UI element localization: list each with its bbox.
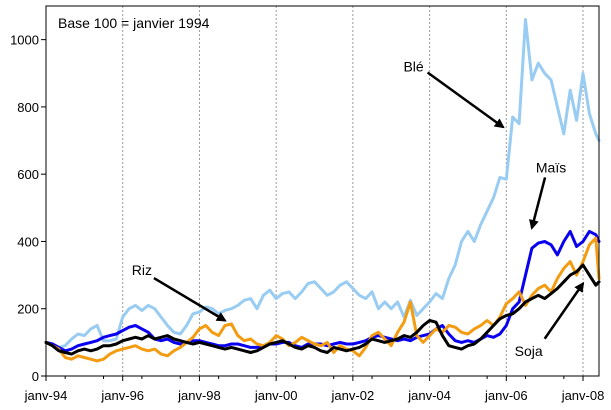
series-arrow-Blé [426,71,505,129]
series-label-Riz: Riz [132,262,152,278]
plot-frame [45,5,600,377]
y-tick-label: 600 [17,167,39,182]
series-label-Blé: Blé [403,59,423,75]
series-label-Soja: Soja [515,343,543,359]
x-tick-label: janv-98 [177,388,221,403]
x-tick-label: janv-94 [24,388,68,403]
x-tick-label: janv-96 [100,388,144,403]
x-tick-label: janv-08 [561,388,605,403]
y-tick-label: 400 [17,234,39,249]
series-arrow-Riz [153,276,227,322]
series-arrow-Maïs [529,177,547,230]
series-arrow-Soja [543,281,585,340]
y-tick-label: 0 [32,369,39,384]
y-tick-label: 1000 [10,33,39,48]
x-tick-label: janv-04 [407,388,451,403]
series-lines [44,18,601,363]
series-label-Maïs: Maïs [536,159,566,175]
y-tick-label: 800 [17,100,39,115]
base-annotation: Base 100 = janvier 1994 [58,15,210,31]
x-tick-label: janv-02 [331,388,375,403]
x-tick-label: janv-06 [484,388,528,403]
series-line-Blé [44,18,601,349]
series-annotations: Blé Maïs Riz Soja [132,59,585,359]
x-tick-label: janv-00 [254,388,298,403]
series-line-Soja [44,263,601,356]
axes: janv-94 janv-96 janv-98 janv-00 janv-02 janv-… [10,33,604,403]
y-tick-label: 200 [17,302,39,317]
series-line-Riz [44,236,601,363]
